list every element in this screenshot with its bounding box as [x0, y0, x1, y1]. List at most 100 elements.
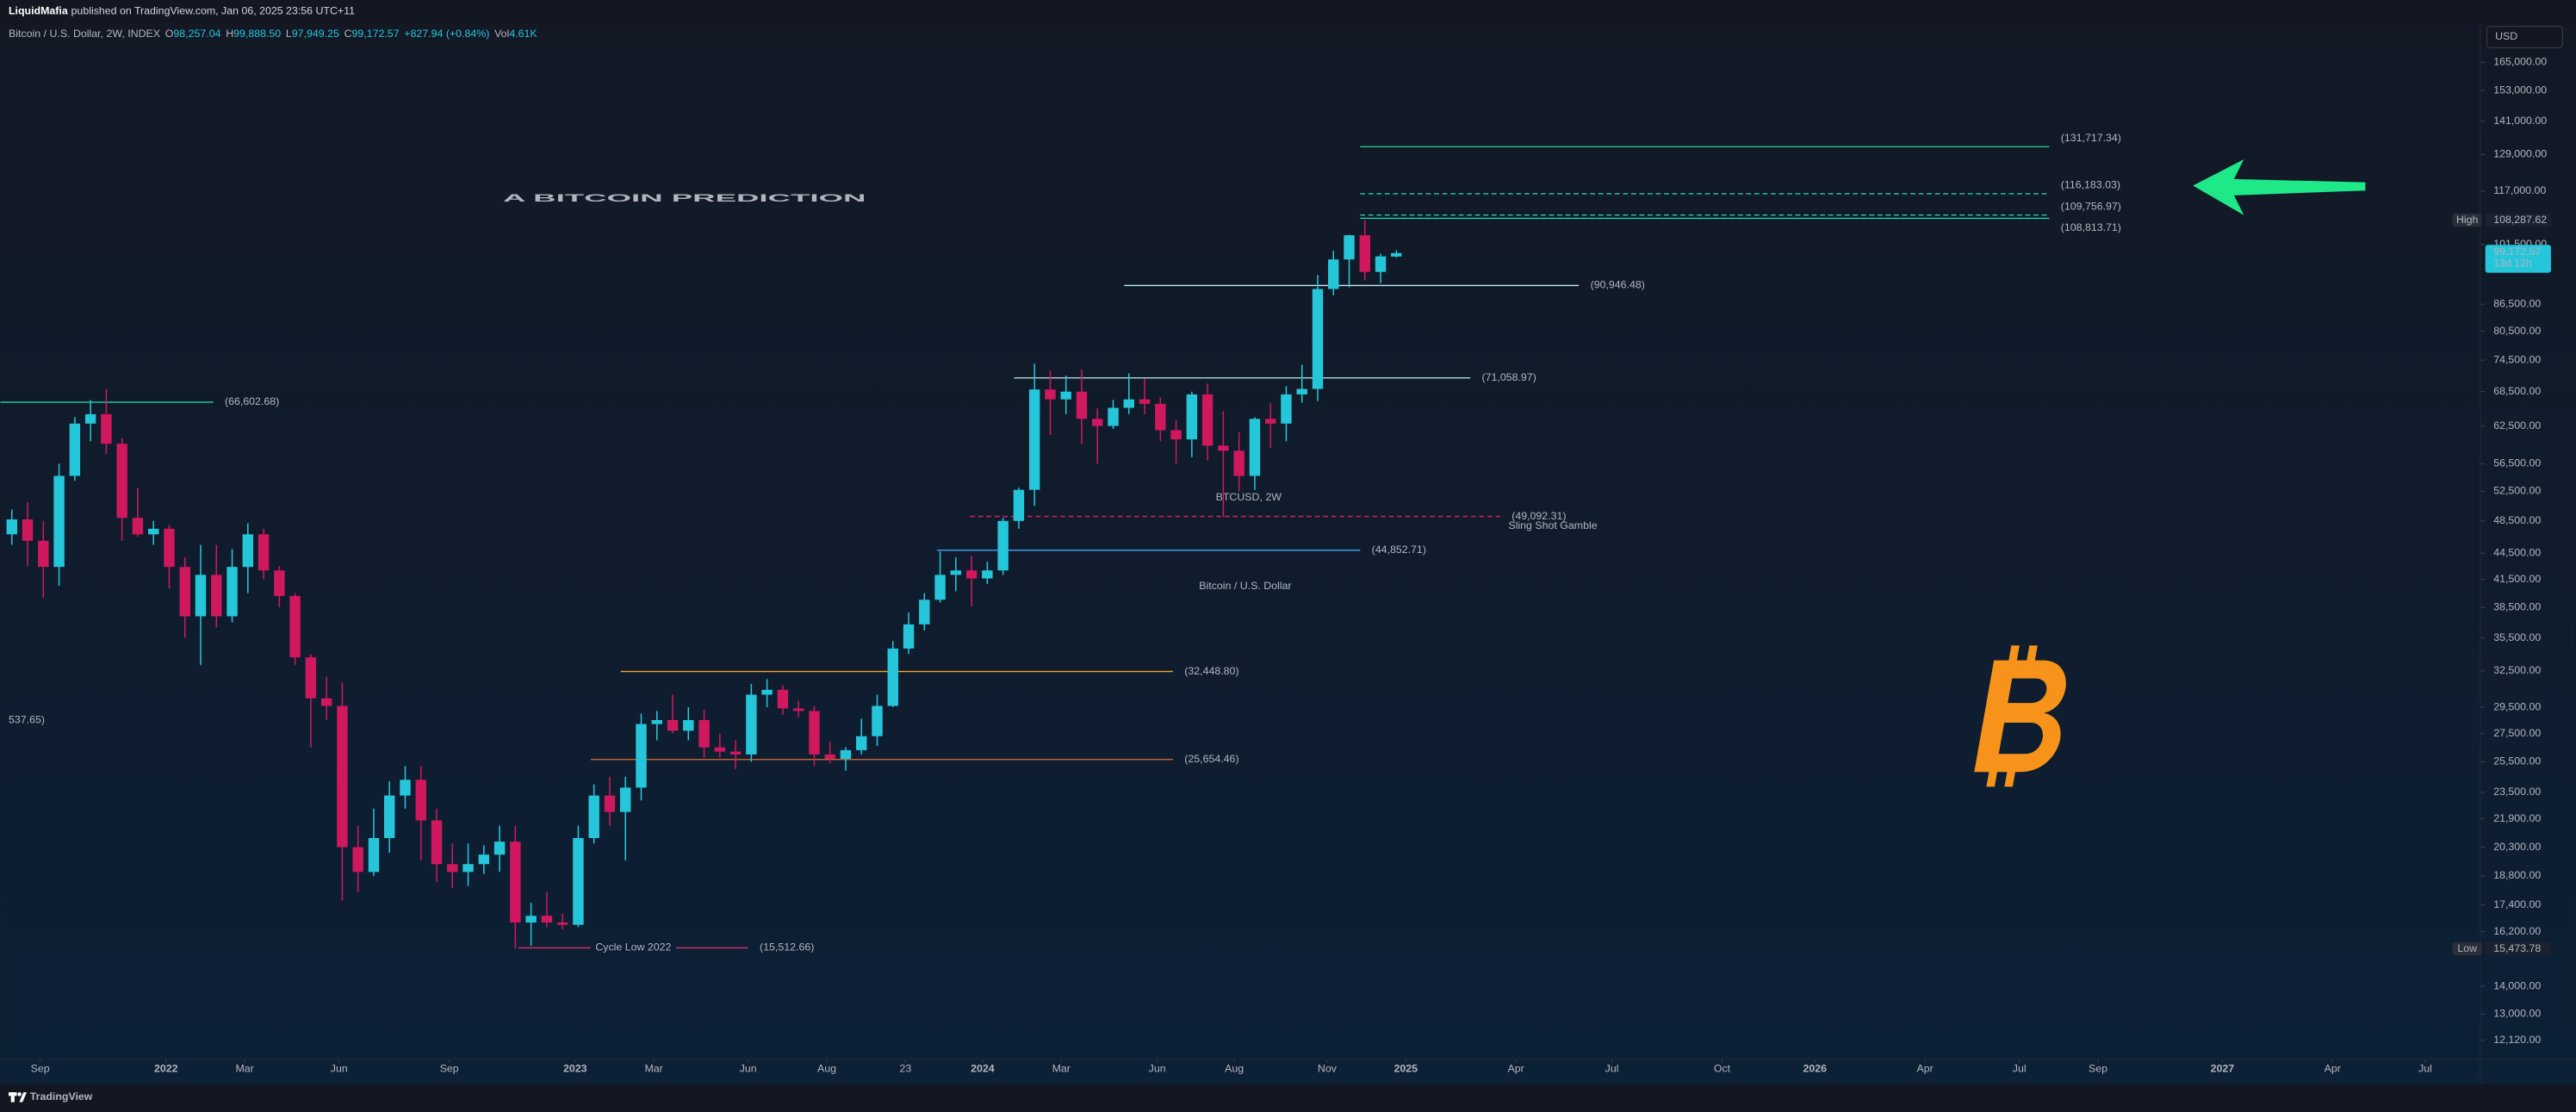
- level-label: (131,717.34): [2061, 132, 2121, 144]
- y-tick-label: 16,200.00: [2493, 925, 2541, 937]
- y-tick-label: 44,500.00: [2493, 547, 2541, 559]
- x-tick-label: Mar: [1052, 1063, 1071, 1075]
- level-label: (32,448.80): [1184, 665, 1238, 677]
- y-tick-label: 13,000.00: [2493, 1008, 2541, 1020]
- currency-box[interactable]: [2486, 25, 2563, 48]
- footer-brand: TradingView: [30, 1090, 93, 1103]
- candle-body: [919, 599, 930, 624]
- candle-body: [573, 837, 584, 925]
- level-label: (49,092.31): [1511, 510, 1566, 522]
- level-label: (25,654.46): [1184, 753, 1238, 765]
- x-tick-label: Apr: [1508, 1063, 1524, 1075]
- legend-key: L: [286, 28, 292, 40]
- candle-body: [982, 570, 993, 579]
- symbol: Bitcoin / U.S. Dollar, 2W, INDEX: [9, 28, 160, 40]
- candle-body: [1391, 252, 1402, 257]
- candle-body: [195, 575, 207, 617]
- candle-body: [368, 837, 380, 873]
- chart-title: A BITCOIN PREDICTION: [503, 192, 866, 204]
- x-tick-label: Oct: [1714, 1063, 1731, 1075]
- candle-body: [1108, 407, 1119, 426]
- candle-body: [447, 864, 458, 873]
- x-tick-label: 2023: [563, 1063, 587, 1075]
- price-label: 15,473.78: [2493, 942, 2541, 954]
- legend-key: H: [226, 28, 233, 40]
- publish-info: published on TradingView.com, Jan 06, 20…: [71, 5, 356, 17]
- x-tick-label: Jul: [1605, 1063, 1619, 1075]
- candle-body: [746, 694, 757, 755]
- candle-body: [1375, 256, 1387, 272]
- y-tick-label: 117,000.00: [2493, 184, 2546, 196]
- candle-body: [415, 780, 426, 821]
- y-tick-label: 38,500.00: [2493, 600, 2541, 612]
- legend-value: 97,949.25: [292, 28, 339, 40]
- candle-body: [242, 534, 254, 568]
- y-tick-label: 12,120.00: [2493, 1034, 2541, 1046]
- candle-body: [478, 854, 490, 865]
- y-tick-label: 141,000.00: [2493, 115, 2547, 127]
- y-tick-label: 68,500.00: [2493, 385, 2541, 397]
- candle-body: [164, 528, 175, 568]
- y-tick-label: 41,500.00: [2493, 573, 2541, 585]
- y-tick-label: 17,400.00: [2493, 898, 2541, 910]
- x-tick-label: Sep: [440, 1063, 459, 1075]
- y-tick-label: 29,500.00: [2493, 700, 2541, 712]
- legend-key: C: [345, 28, 352, 40]
- candle-body: [116, 444, 127, 519]
- price-countdown: 13d 12h: [2493, 257, 2532, 269]
- x-tick-label: Apr: [1916, 1063, 1933, 1075]
- x-tick-label: Sep: [2089, 1063, 2107, 1075]
- y-tick-label: 62,500.00: [2493, 419, 2541, 432]
- x-tick-label: 2024: [971, 1063, 995, 1075]
- candle-body: [258, 534, 270, 571]
- author: LiquidMafia: [9, 5, 68, 17]
- header-bar: [0, 0, 2576, 23]
- y-tick-label: 129,000.00: [2493, 148, 2547, 160]
- footer-bar: [0, 1084, 2576, 1112]
- watermark: BTCUSD, 2W Bitcoin / U.S. Dollar: [1199, 491, 1291, 592]
- watermark-symbol: BTCUSD, 2W: [1216, 491, 1282, 503]
- price-tag-box: [2452, 213, 2482, 227]
- y-tick-label: 52,500.00: [2493, 485, 2541, 497]
- candle-body: [1060, 391, 1071, 400]
- publisher: LiquidMafia published on TradingView.com,…: [9, 5, 355, 17]
- level-note-gap: [590, 942, 677, 954]
- y-tick-label: 35,500.00: [2493, 631, 2541, 643]
- candle-body: [337, 705, 348, 848]
- candle-body: [761, 689, 773, 695]
- currency[interactable]: USD: [2495, 30, 2517, 42]
- level-label: (116,183.03): [2061, 179, 2120, 191]
- level-label: (44,852.71): [1372, 544, 1426, 556]
- candle-body: [179, 567, 190, 617]
- candle-body: [462, 864, 474, 873]
- candle-body: [541, 916, 553, 923]
- candle-body: [305, 657, 317, 699]
- x-tick-label: 2027: [2211, 1063, 2235, 1075]
- candle-body: [792, 708, 804, 711]
- price-tag: High: [2456, 214, 2479, 226]
- candle-body: [211, 575, 222, 617]
- candle-body: [1233, 450, 1245, 476]
- y-tick-label: 74,500.00: [2493, 353, 2541, 365]
- candle-body: [53, 475, 65, 568]
- candle-body: [856, 736, 867, 750]
- x-tick-label: Jul: [2013, 1063, 2027, 1075]
- y-tick-label: 21,900.00: [2493, 812, 2541, 824]
- candle-body: [525, 916, 537, 923]
- footer-logo: [8, 1092, 27, 1103]
- y-tick-label: 27,500.00: [2493, 727, 2541, 739]
- candle-body: [1013, 489, 1025, 521]
- candle-body: [1123, 399, 1134, 408]
- candle-body: [132, 518, 144, 535]
- x-tick-label: Mar: [644, 1063, 662, 1075]
- ohlc-legend: Bitcoin / U.S. Dollar, 2W, INDEX O98,257.…: [9, 28, 537, 40]
- legend-key: O: [165, 28, 174, 40]
- candle-body: [431, 820, 443, 865]
- candle-body: [1344, 235, 1355, 260]
- candle-body: [997, 520, 1009, 571]
- level-label: (66,602.68): [225, 395, 279, 407]
- x-tick-label: 2026: [1803, 1063, 1827, 1075]
- y-tick-label: 56,500.00: [2493, 457, 2541, 469]
